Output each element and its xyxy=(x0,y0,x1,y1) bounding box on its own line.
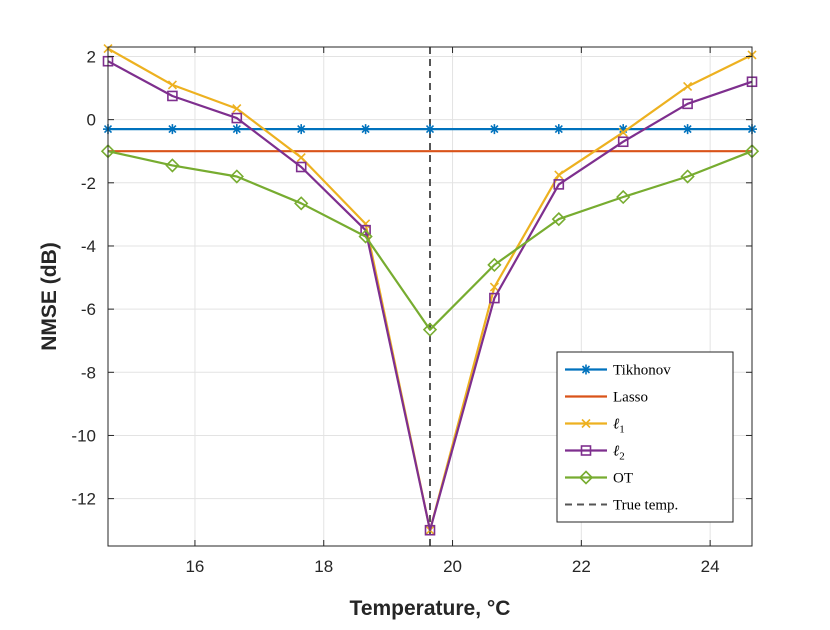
marker-diamond xyxy=(165,158,180,173)
legend-label: ℓ1 xyxy=(613,417,625,436)
marker-square xyxy=(682,98,693,110)
y-tick-label: -2 xyxy=(81,174,96,193)
legend-label-main: Tikhonov xyxy=(613,363,671,379)
legend-label: Lasso xyxy=(613,390,648,406)
marker-square xyxy=(360,224,371,236)
legend-label: True temp. xyxy=(613,498,678,514)
marker-x xyxy=(618,127,628,137)
legend-box xyxy=(556,351,734,523)
y-tick-label: -12 xyxy=(71,490,96,509)
legend-entry: ℓ1 xyxy=(565,417,625,436)
legend-entry: True temp. xyxy=(565,498,678,514)
marker-square xyxy=(553,179,565,190)
y-tick-label: 0 xyxy=(87,111,96,130)
legend-label-subscript: 1 xyxy=(619,424,625,436)
x-tick-label: 16 xyxy=(185,557,204,576)
y-tick-label: -6 xyxy=(81,300,96,319)
marker-asterisk xyxy=(296,124,307,135)
marker-square xyxy=(231,112,243,124)
legend-label-subscript: 2 xyxy=(619,451,625,463)
legend-label: ℓ2 xyxy=(613,444,625,463)
marker-diamond xyxy=(294,196,309,211)
legend-entry: ℓ2 xyxy=(565,444,625,463)
legend-label-main: Lasso xyxy=(613,390,648,406)
legend-label-main: OT xyxy=(613,471,633,487)
marker-diamond xyxy=(229,169,244,184)
marker-x xyxy=(489,282,499,292)
legend-label: OT xyxy=(613,471,633,487)
marker-asterisk xyxy=(553,124,564,135)
marker-square xyxy=(295,161,307,173)
x-axis-label: Temperature, °C xyxy=(350,597,511,620)
marker-x xyxy=(167,80,177,90)
marker-square xyxy=(489,292,500,304)
marker-x xyxy=(296,152,306,163)
legend-label-main: ℓ xyxy=(613,417,619,433)
marker-diamond xyxy=(358,229,373,244)
marker-diamond xyxy=(422,322,438,337)
marker-square xyxy=(580,445,592,456)
marker-asterisk xyxy=(682,124,693,135)
legend-entry: Lasso xyxy=(565,390,648,406)
plot-frame xyxy=(107,46,753,547)
marker-x xyxy=(232,104,242,114)
marker-square xyxy=(167,90,178,102)
y-tick-label: -4 xyxy=(81,237,96,256)
x-tick-label: 18 xyxy=(314,557,333,576)
x-tick-label: 24 xyxy=(701,557,720,576)
legend-label: Tikhonov xyxy=(613,363,671,379)
marker-x xyxy=(683,81,693,92)
y-tick-label: 2 xyxy=(87,47,96,66)
y-tick-label: -10 xyxy=(71,426,96,445)
legend-entry: Tikhonov xyxy=(565,363,671,379)
legend-label-main: True temp. xyxy=(613,498,678,514)
marker-asterisk xyxy=(489,124,500,135)
series-group xyxy=(100,44,760,536)
y-tick-label: -8 xyxy=(81,363,96,382)
marker-x xyxy=(581,418,591,429)
marker-asterisk xyxy=(167,124,178,135)
marker-diamond xyxy=(680,169,695,184)
marker-x xyxy=(554,170,564,180)
legend-entry: OT xyxy=(565,470,633,487)
marker-diamond xyxy=(487,257,502,273)
marker-square xyxy=(617,136,629,148)
x-tick-label: 22 xyxy=(572,557,591,576)
marker-asterisk xyxy=(581,364,591,375)
series-tikhonov xyxy=(103,124,757,135)
marker-square xyxy=(424,524,436,536)
x-tick-label: 20 xyxy=(443,557,462,576)
marker-asterisk xyxy=(360,124,371,135)
series-ot xyxy=(100,144,760,337)
series-line xyxy=(107,60,753,532)
marker-asterisk xyxy=(231,124,242,135)
marker-diamond xyxy=(551,211,566,227)
y-axis-label: NMSE (dB) xyxy=(38,242,61,351)
marker-diamond xyxy=(578,470,594,485)
marker-asterisk xyxy=(425,124,435,135)
series-line xyxy=(107,150,753,331)
legend-label-main: ℓ xyxy=(613,444,619,460)
marker-diamond xyxy=(616,189,631,205)
